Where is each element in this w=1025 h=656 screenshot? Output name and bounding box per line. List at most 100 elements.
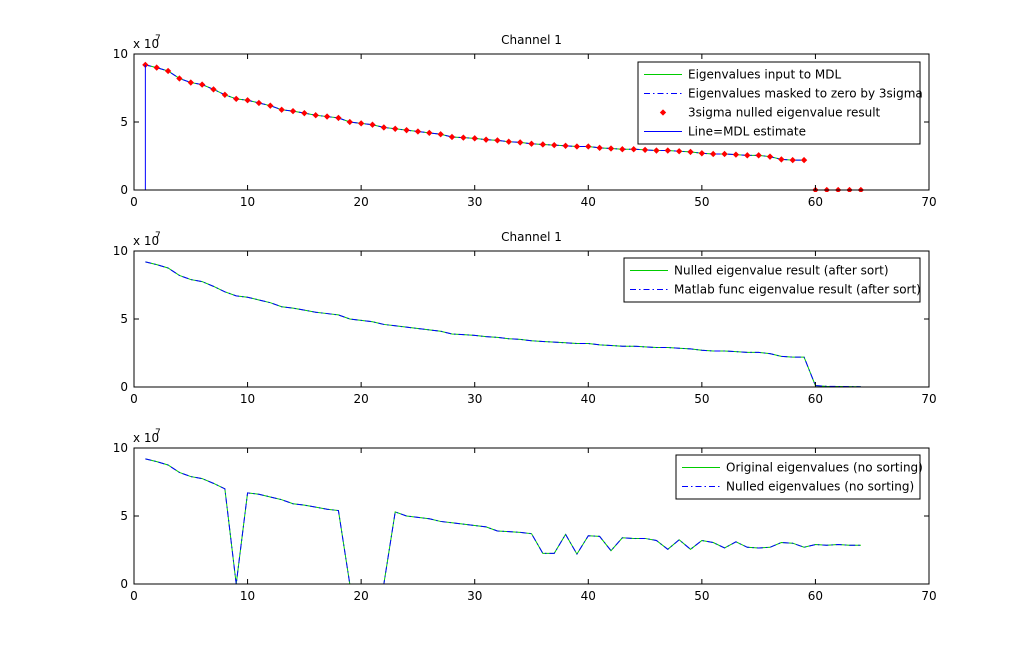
x-tick-label: 60 (808, 195, 823, 209)
data-point (437, 131, 444, 138)
x-tick-label: 40 (581, 392, 596, 406)
y-tick-label: 5 (120, 115, 128, 129)
x-tick-label: 0 (130, 589, 138, 603)
x-tick-label: 40 (581, 589, 596, 603)
legend-label: Eigenvalues masked to zero by 3sigma (688, 87, 923, 101)
x-tick-label: 30 (467, 589, 482, 603)
legend-label: Line=MDL estimate (688, 125, 806, 139)
y-tick-label: 0 (120, 183, 128, 197)
data-point (335, 114, 342, 122)
legend-marker (659, 109, 667, 116)
data-point (460, 134, 467, 141)
series-layer (145, 458, 861, 585)
chart-title: Channel 1 (501, 230, 562, 244)
data-point (528, 140, 535, 147)
data-point (732, 151, 740, 158)
x-tick-label: 10 (240, 589, 255, 603)
series-line-2 (145, 261, 861, 388)
data-point (471, 135, 478, 142)
legend: Nulled eigenvalue result (after sort) Mat… (623, 257, 921, 303)
y-multiplier-exponent: 7 (155, 428, 161, 438)
legend-label: Nulled eigenvalues (no sorting) (726, 480, 914, 494)
x-tick-label: 20 (354, 392, 369, 406)
data-point (641, 146, 649, 154)
x-tick-label: 0 (130, 392, 138, 406)
data-point (187, 79, 194, 86)
series-layer (142, 61, 865, 192)
data-point (289, 107, 297, 115)
x-tick-label: 20 (354, 195, 369, 209)
legend: Original eigenvalues (no sorting) Nulled … (675, 454, 923, 500)
x-tick-label: 60 (808, 589, 823, 603)
data-point (539, 141, 547, 148)
data-point (403, 126, 410, 134)
data-point (585, 143, 592, 150)
data-point (357, 120, 365, 127)
data-point (301, 109, 308, 117)
series-layer (145, 261, 861, 388)
data-point (414, 128, 422, 135)
data-point (755, 152, 762, 159)
data-point (482, 136, 490, 143)
data-point (244, 97, 251, 104)
x-tick-label: 10 (240, 195, 255, 209)
legend-box (623, 257, 921, 303)
data-point (505, 138, 512, 145)
data-point (551, 141, 558, 149)
y-tick-label: 0 (120, 577, 128, 591)
data-point (710, 150, 717, 158)
x-tick-label: 70 (921, 392, 936, 406)
data-point (698, 150, 706, 157)
x-tick-label: 30 (467, 195, 482, 209)
data-point (573, 143, 581, 150)
legend: Eigenvalues input to MDL Eigenvalues mask… (637, 61, 923, 145)
y-multiplier: x 10 (133, 234, 159, 248)
x-tick-label: 0 (130, 195, 138, 209)
data-point (221, 91, 229, 98)
y-tick-label: 5 (120, 312, 128, 326)
x-tick-label: 50 (694, 392, 709, 406)
data-point (198, 81, 206, 88)
data-point (176, 75, 183, 82)
chart-title: Channel 1 (501, 33, 562, 47)
data-point (721, 150, 728, 158)
data-point (664, 147, 671, 154)
data-point (278, 106, 285, 113)
data-point (267, 102, 274, 109)
x-tick-label: 20 (354, 589, 369, 603)
x-tick-label: 10 (240, 392, 255, 406)
legend-label: Original eigenvalues (no sorting) (726, 461, 923, 475)
data-point (448, 133, 456, 141)
data-point (800, 156, 808, 164)
data-point (369, 121, 376, 128)
data-point (744, 152, 751, 159)
data-point (516, 139, 524, 146)
legend-box (675, 454, 921, 500)
x-tick-label: 40 (581, 195, 596, 209)
data-point (653, 147, 660, 154)
legend-label: 3sigma nulled eigenvalue result (688, 106, 881, 120)
y-tick-label: 10 (113, 441, 128, 455)
data-point (312, 112, 319, 119)
data-point (380, 124, 388, 131)
data-point (596, 144, 603, 152)
legend-label: Nulled eigenvalue result (after sort) (674, 264, 889, 278)
data-point (153, 64, 160, 71)
y-tick-label: 10 (113, 47, 128, 61)
data-point (323, 113, 331, 120)
series-line-2 (145, 458, 861, 585)
y-tick-label: 5 (120, 509, 128, 523)
x-tick-label: 50 (694, 589, 709, 603)
y-tick-label: 10 (113, 244, 128, 258)
data-point (346, 118, 353, 126)
data-point (426, 129, 433, 137)
data-point (766, 153, 774, 160)
y-multiplier: x 10 (133, 37, 159, 51)
chart-panel-3: 0 10 20 30 40 50 60 70 0 5 10 x 107 Original eigenva… (113, 428, 937, 603)
data-point (164, 67, 172, 75)
legend-label: Eigenvalues input to MDL (688, 68, 842, 82)
data-point (619, 146, 626, 153)
x-tick-label: 50 (694, 195, 709, 209)
data-point (233, 95, 240, 103)
x-tick-label: 70 (921, 589, 936, 603)
